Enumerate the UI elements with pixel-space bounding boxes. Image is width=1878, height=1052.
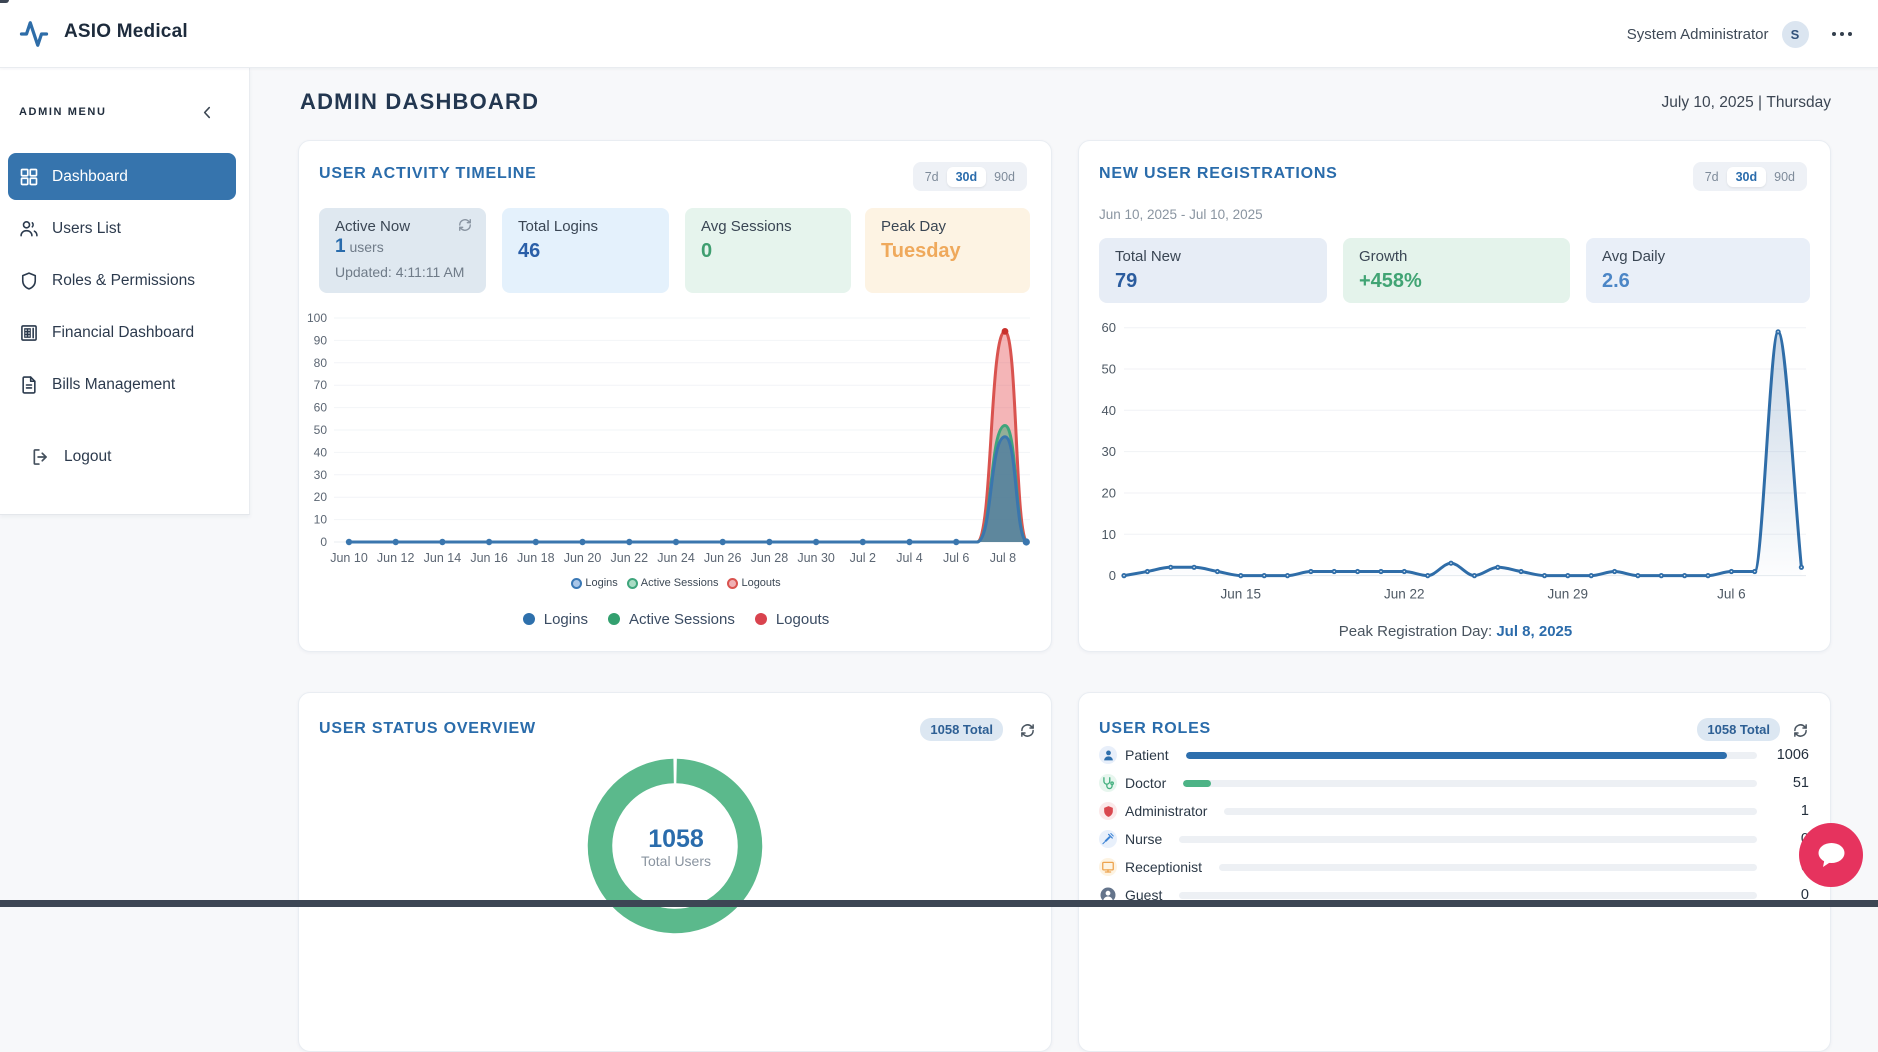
svg-text:10: 10	[314, 513, 328, 527]
svg-text:100: 100	[307, 311, 327, 325]
svg-text:Jun 12: Jun 12	[377, 551, 415, 565]
svg-text:20: 20	[1102, 486, 1116, 501]
svg-text:Jun 10: Jun 10	[330, 551, 368, 565]
svg-text:Jun 16: Jun 16	[470, 551, 508, 565]
svg-text:10: 10	[1102, 527, 1116, 542]
svg-text:0: 0	[320, 535, 327, 549]
svg-text:50: 50	[1102, 362, 1116, 377]
svg-text:Jul 4: Jul 4	[896, 551, 922, 565]
svg-text:20: 20	[314, 490, 328, 504]
svg-text:40: 40	[1102, 403, 1116, 418]
svg-text:Jun 26: Jun 26	[704, 551, 742, 565]
svg-text:Jun 22: Jun 22	[1384, 587, 1425, 602]
svg-text:90: 90	[314, 333, 328, 347]
svg-text:80: 80	[314, 356, 328, 370]
svg-text:30: 30	[1102, 444, 1116, 459]
svg-text:Jul 2: Jul 2	[850, 551, 876, 565]
svg-text:Jun 22: Jun 22	[611, 551, 649, 565]
svg-text:Jun 29: Jun 29	[1548, 587, 1589, 602]
svg-text:Jun 24: Jun 24	[657, 551, 695, 565]
svg-text:Jul 8: Jul 8	[990, 551, 1016, 565]
svg-text:Jun 14: Jun 14	[424, 551, 462, 565]
svg-text:30: 30	[314, 468, 328, 482]
svg-text:Jun 15: Jun 15	[1221, 587, 1262, 602]
svg-text:Jun 20: Jun 20	[564, 551, 602, 565]
svg-text:Jul 6: Jul 6	[943, 551, 969, 565]
svg-text:60: 60	[1102, 320, 1116, 335]
svg-text:Jun 30: Jun 30	[797, 551, 835, 565]
svg-text:40: 40	[314, 445, 328, 459]
svg-text:50: 50	[314, 423, 328, 437]
svg-text:Jul 6: Jul 6	[1717, 587, 1746, 602]
svg-text:0: 0	[1109, 568, 1116, 583]
svg-text:70: 70	[314, 378, 328, 392]
svg-text:60: 60	[314, 401, 328, 415]
svg-text:Jun 18: Jun 18	[517, 551, 555, 565]
svg-text:Jun 28: Jun 28	[751, 551, 789, 565]
